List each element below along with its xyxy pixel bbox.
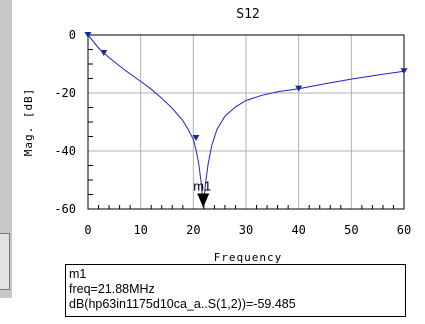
m1-marker: [197, 193, 210, 208]
chart-title: S12: [236, 7, 259, 22]
y-tick-label: 0: [69, 28, 76, 42]
x-tick-label: 10: [133, 223, 147, 237]
x-axis-label: Frequency: [214, 251, 283, 264]
readout-marker-name: m1: [69, 267, 87, 281]
marker-readout: m1 freq=21.88MHz dB(hp63in1175d10ca_a..S…: [65, 264, 406, 317]
m1-label: m1: [193, 179, 211, 194]
readout-frequency: freq=21.88MHz: [69, 282, 155, 296]
y-tick-label: -60: [54, 202, 76, 216]
x-tick-label: 20: [186, 223, 200, 237]
data-point-marker: [100, 49, 108, 56]
data-point-marker: [84, 32, 92, 38]
sidebar-strip: [0, 0, 12, 298]
y-axis-label: Mag. [dB]: [22, 88, 35, 157]
x-tick-label: 60: [397, 223, 411, 237]
readout-value: dB(hp63in1175d10ca_a..S(1,2))=-59.485: [69, 297, 296, 311]
y-tick-label: -20: [54, 86, 76, 100]
data-point-marker: [192, 134, 200, 141]
plot-frame: [87, 34, 405, 210]
data-point-marker: [295, 85, 303, 92]
y-tick-label: -40: [54, 144, 76, 158]
sidebar-tab[interactable]: [0, 233, 10, 290]
x-tick-label: 0: [84, 223, 91, 237]
x-tick-label: 30: [239, 223, 253, 237]
data-point-marker: [400, 68, 408, 75]
x-tick-label: 40: [291, 223, 305, 237]
x-tick-label: 50: [344, 223, 358, 237]
